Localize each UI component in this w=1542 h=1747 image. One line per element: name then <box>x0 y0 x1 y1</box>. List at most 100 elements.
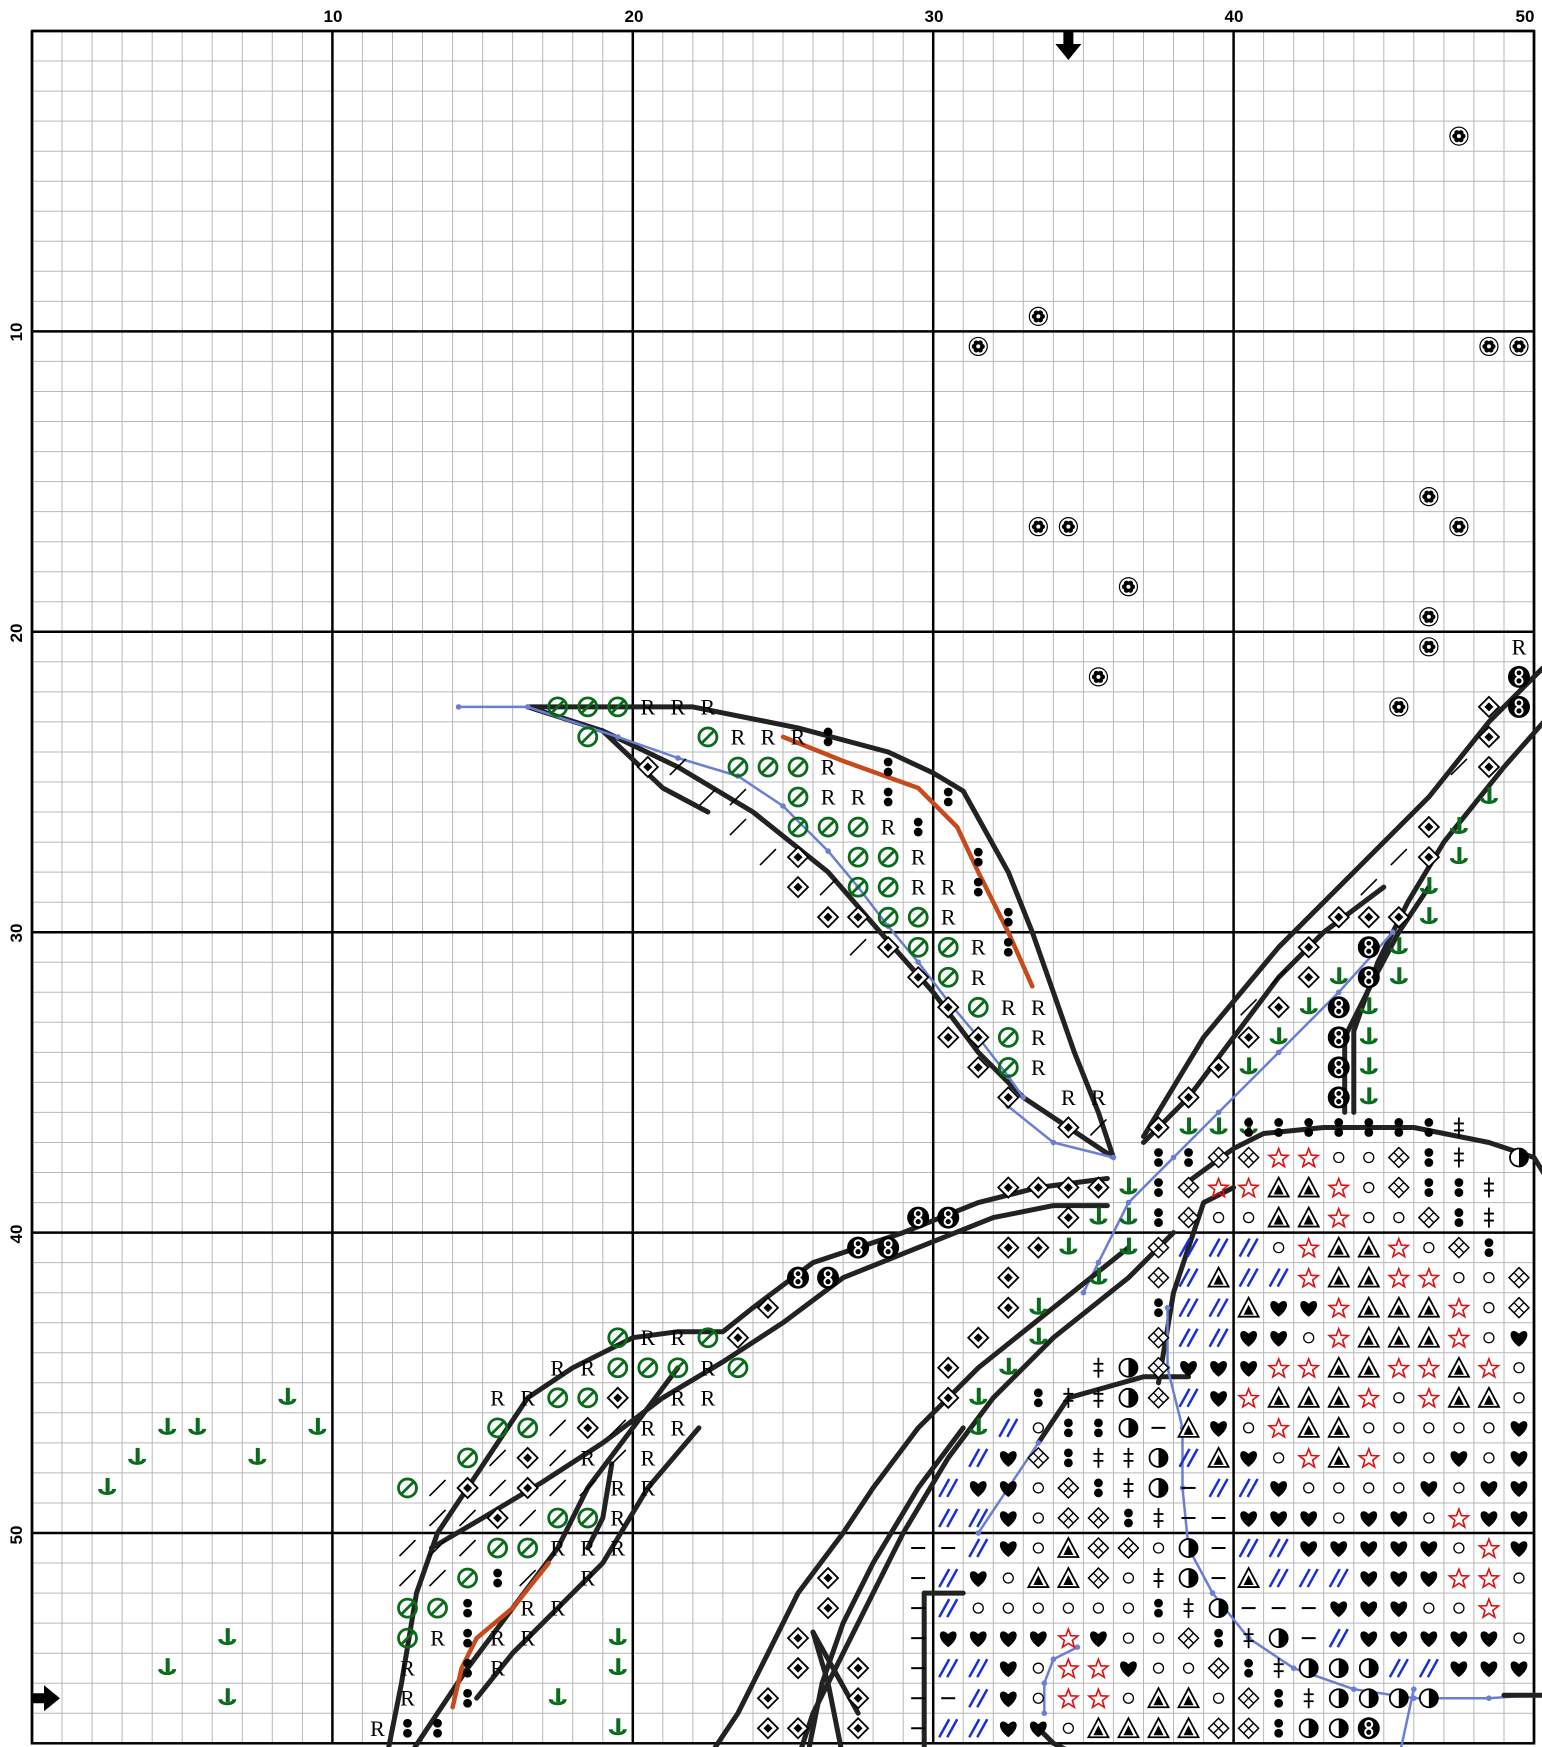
stitch-half_circle <box>1418 1688 1439 1709</box>
stitch-star <box>1056 1626 1081 1650</box>
stitch-slash_circle <box>667 1357 689 1379</box>
backstitch-bead <box>1110 1154 1117 1161</box>
stitch-heart <box>1240 1330 1258 1347</box>
stitch-heart <box>1180 1361 1197 1377</box>
stitch-letter_r: R <box>400 1686 415 1711</box>
backstitch-bead <box>1335 989 1342 996</box>
stitch-double_slash <box>1268 1538 1289 1558</box>
stitch-circle <box>1483 1422 1495 1434</box>
stitch-diamond_dot <box>1297 935 1320 959</box>
stitch-heart <box>1390 1571 1408 1588</box>
stitch-circle <box>1152 1662 1165 1674</box>
stitch-letter_r: R <box>1031 1055 1046 1080</box>
stitch-double_slash <box>1238 1238 1259 1258</box>
stitch-half_circle <box>1328 1688 1349 1709</box>
stitch-diamond_cross <box>1057 1476 1080 1500</box>
stitch-letter_r: R <box>1061 1085 1076 1110</box>
stitch-diamond_cross <box>1387 1176 1410 1199</box>
stitch-star <box>1387 1266 1411 1289</box>
stitch-star <box>1297 1236 1321 1259</box>
stitch-half_circle <box>1118 1417 1139 1438</box>
stitch-half_circle <box>1298 1658 1319 1679</box>
stitch-flower <box>1419 487 1439 507</box>
stitch-slash <box>398 1569 417 1587</box>
stitch-diamond_cross <box>1207 1146 1230 1169</box>
stitch-letter_r: R <box>671 1415 686 1440</box>
stitch-letter_r: R <box>580 1445 595 1470</box>
stitch-letter_r: R <box>430 1626 445 1651</box>
stitch-star <box>1447 1506 1471 1529</box>
backstitch-bead <box>1390 929 1396 935</box>
stitch-plant <box>1419 877 1438 895</box>
stitch-colon_dot <box>1154 1148 1163 1167</box>
stitch-letter_r: R <box>701 1385 716 1410</box>
stitch-double_slash <box>1328 1568 1349 1588</box>
stitch-colon_dot <box>1184 1148 1193 1167</box>
svg-text:R: R <box>580 1445 595 1470</box>
stitch-triangle <box>1357 1295 1381 1318</box>
stitch-flower <box>1389 697 1409 717</box>
stitch-colon_dot <box>823 727 833 747</box>
stitch-diamond_dot <box>786 1716 810 1740</box>
stitch-circle <box>1483 1302 1495 1314</box>
stitch-letter_r: R <box>941 875 956 900</box>
backstitch-bead <box>1209 1590 1216 1596</box>
stitch-slash <box>549 1449 567 1467</box>
stitch-heart <box>1360 1541 1378 1558</box>
stitch-double_slash <box>1268 1568 1289 1588</box>
stitch-star <box>1387 1236 1411 1259</box>
stitch-slash_circle <box>727 756 749 778</box>
stitch-heart <box>1360 1631 1378 1648</box>
stitch-slash <box>459 1539 477 1557</box>
stitch-slash <box>609 1419 627 1437</box>
stitch-diamond_cross <box>1027 1446 1050 1469</box>
stitch-triangle <box>1056 1536 1080 1558</box>
backstitch-bead <box>675 755 681 761</box>
stitch-letter_r: R <box>490 1385 505 1410</box>
stitch-circle <box>1453 1482 1465 1494</box>
stitch-flower <box>1419 607 1439 627</box>
stitch-colon_dot <box>463 1688 472 1708</box>
stitch-diamond_dot <box>816 905 840 929</box>
svg-text:R: R <box>550 1596 565 1621</box>
axis-labels: 10 20 30 40 50 10 20 30 40 50 <box>7 7 1534 1544</box>
stitch-letter_r: R <box>640 1325 655 1350</box>
stitch-slash_circle <box>457 1567 478 1589</box>
stitch-slash <box>669 758 687 776</box>
stitch-triangle <box>1357 1325 1381 1348</box>
stitch-plant <box>1449 847 1468 865</box>
stitch-diamond_dot <box>936 1386 960 1410</box>
stitch-plant <box>1389 937 1408 955</box>
stitch-triangle <box>1177 1716 1201 1739</box>
stitch-diamond_dot <box>756 1686 780 1710</box>
stitch-heart <box>1120 1661 1137 1678</box>
stitch-colon_dot <box>1424 1178 1434 1197</box>
backstitch-dark <box>600 728 711 815</box>
stitch-circle <box>1333 1512 1345 1524</box>
stitch-letter_r: R <box>610 1475 625 1500</box>
stitch-triangle <box>1327 1235 1351 1258</box>
stitch-circle <box>1393 1452 1405 1464</box>
stitch-heart <box>999 1721 1017 1738</box>
stitch-heart <box>1210 1361 1227 1377</box>
stitch-letter_r: R <box>520 1626 535 1651</box>
stitch-star <box>1417 1356 1441 1379</box>
stitch-diamond_cross <box>1087 1536 1110 1560</box>
stitch-letter_r: R <box>941 905 956 930</box>
svg-text:R: R <box>610 1536 625 1561</box>
stitch-slash_circle <box>637 1357 659 1379</box>
center-column-arrow-icon <box>1055 31 1082 60</box>
stitch-diamond_cross <box>1087 1506 1110 1530</box>
backstitch-bead <box>1411 1686 1417 1692</box>
stitch-plant <box>98 1477 117 1495</box>
stitch-double_slash <box>1178 1448 1199 1468</box>
stitch-triangle <box>1086 1716 1110 1739</box>
stitch-colon_dot <box>943 787 953 807</box>
backstitch-bead <box>615 734 621 740</box>
stitch-letter_r: R <box>520 1385 535 1410</box>
stitch-colon_dot <box>1094 1478 1103 1498</box>
stitch-diamond_dot <box>606 1386 630 1410</box>
stitch-double_slash <box>1238 1478 1259 1498</box>
stitch-double_slash <box>1208 1238 1229 1258</box>
stitch-eight <box>1327 1086 1350 1109</box>
